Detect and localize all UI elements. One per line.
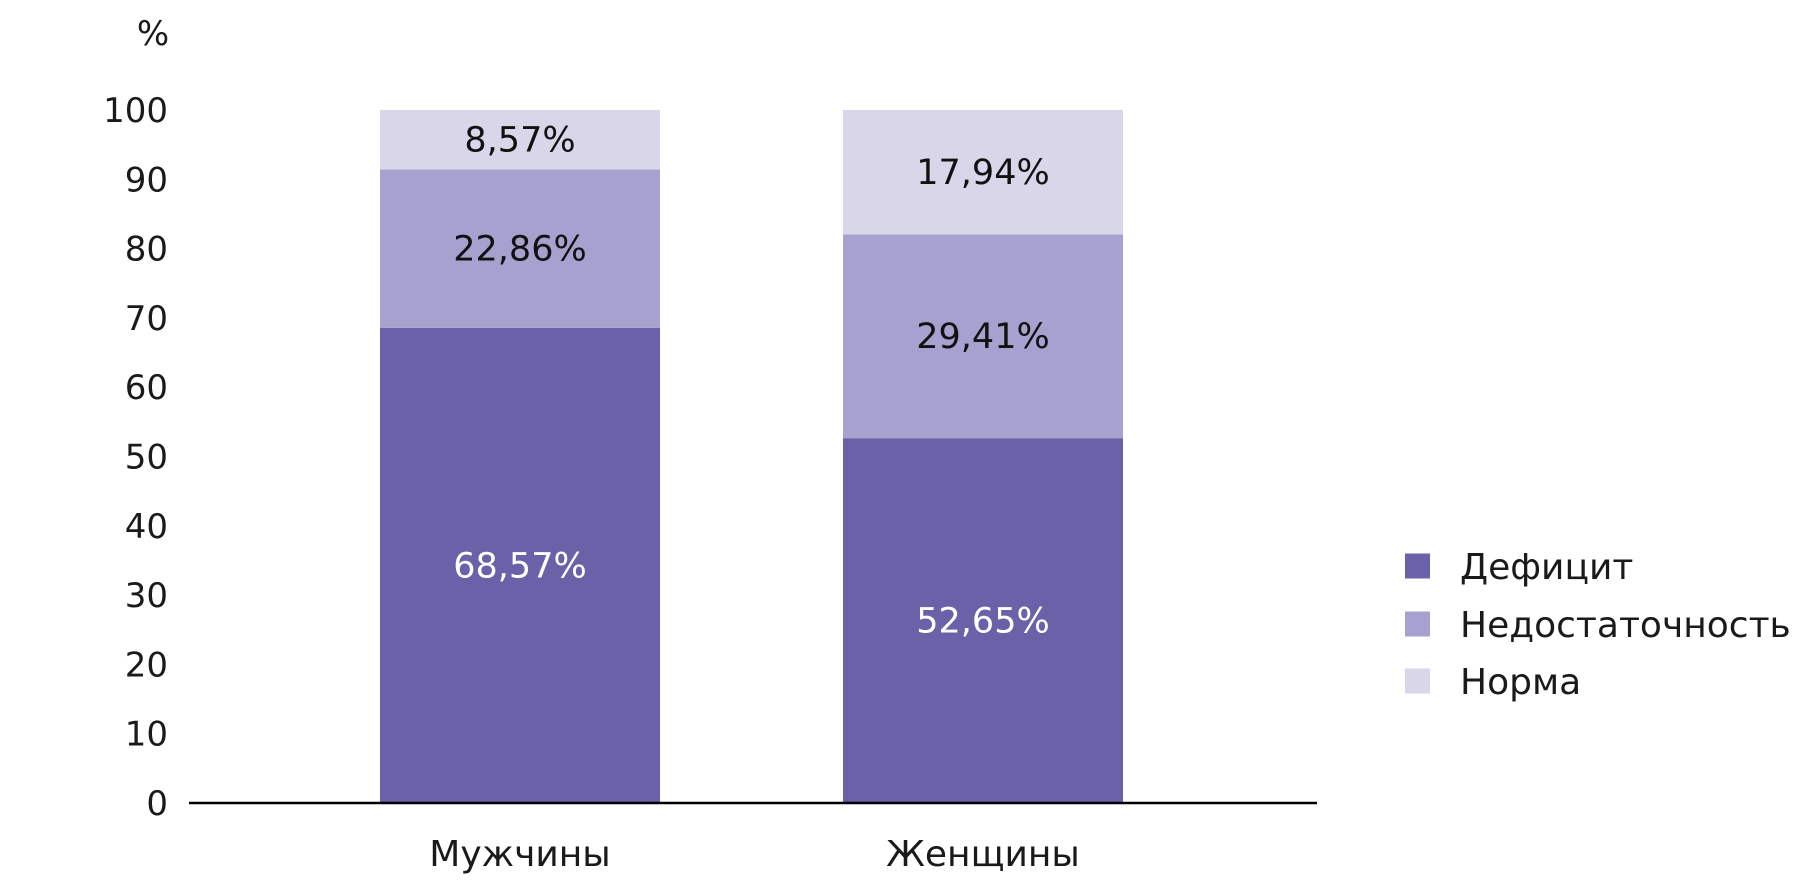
bar-segment bbox=[380, 327, 660, 803]
bar-segment bbox=[380, 110, 660, 170]
legend-swatch bbox=[1405, 553, 1430, 579]
y-tick-label: 80 bbox=[125, 230, 168, 270]
x-category-label: Мужчины bbox=[429, 834, 610, 875]
legend-swatch bbox=[1405, 611, 1430, 637]
y-tick-label: 90 bbox=[125, 160, 168, 200]
legend: Дефицит Недостаточность Норма bbox=[1405, 547, 1791, 703]
y-tick-label: 70 bbox=[125, 299, 168, 339]
y-axis-unit-label: % bbox=[137, 14, 169, 54]
x-category-label: Женщины bbox=[886, 834, 1080, 875]
bar-segment-label: 17,94% bbox=[916, 153, 1049, 193]
y-tick-label: 0 bbox=[146, 784, 168, 824]
bar-segment-label: 22,86% bbox=[453, 230, 586, 270]
y-tick-label: 60 bbox=[125, 368, 168, 408]
bar-segment bbox=[843, 438, 1123, 803]
y-tick-label: 30 bbox=[125, 576, 168, 616]
y-tick-label: 100 bbox=[103, 91, 168, 131]
bars bbox=[380, 110, 1123, 803]
y-tick-label: 40 bbox=[125, 507, 168, 547]
bar-segment-label: 29,41% bbox=[916, 317, 1049, 357]
bar-segment bbox=[843, 234, 1123, 439]
legend-label: Норма bbox=[1460, 662, 1581, 703]
legend-label: Дефицит bbox=[1460, 547, 1633, 588]
segment-labels: 68,57% 22,86% 8,57% 52,65% 29,41% 17,94% bbox=[453, 121, 1049, 642]
y-axis-ticks: 0 10 20 30 40 50 60 70 80 90 100 bbox=[103, 91, 168, 824]
legend-swatch bbox=[1405, 668, 1430, 694]
bar-segment bbox=[843, 110, 1123, 235]
legend-label: Недостаточность bbox=[1460, 605, 1791, 646]
y-tick-label: 50 bbox=[125, 438, 168, 478]
bar-segment-label: 52,65% bbox=[916, 602, 1049, 642]
y-tick-label: 10 bbox=[125, 715, 168, 755]
x-axis-category-labels: Мужчины Женщины bbox=[429, 834, 1080, 875]
bar-segment-label: 8,57% bbox=[464, 121, 575, 161]
bar-segment bbox=[380, 169, 660, 328]
bar-segment-label: 68,57% bbox=[453, 546, 586, 586]
y-tick-label: 20 bbox=[125, 645, 168, 685]
